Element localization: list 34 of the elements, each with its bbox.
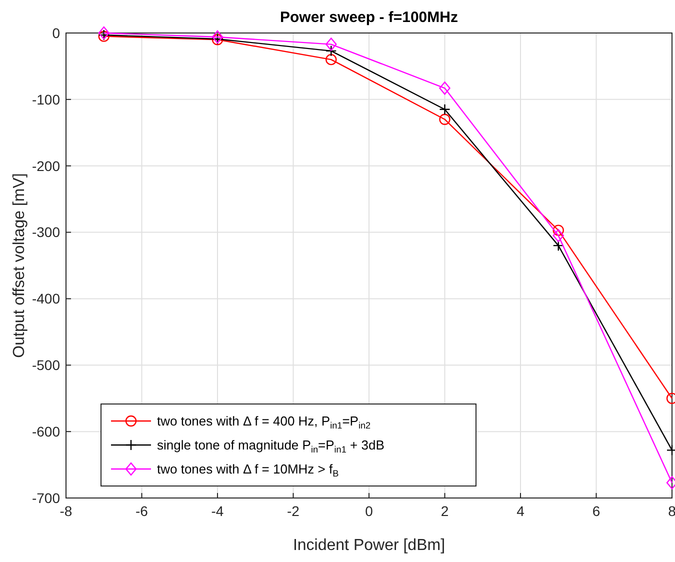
point (439, 114, 450, 125)
x-tick-label: 2 (440, 503, 449, 519)
legend-label: single tone of magnitude P$_{in}$=P$_{in1}$ + 3dB (157, 438, 384, 454)
y-tick-label: -400 (32, 290, 60, 307)
y-tick-label: -700 (32, 490, 60, 506)
point (326, 45, 337, 57)
point (552, 229, 564, 242)
point (212, 30, 224, 44)
chart-title: Power sweep - f=100MHz (280, 9, 458, 26)
y-tick-label: -300 (32, 224, 60, 240)
y-axis-title: Output offset voltage [mV] (11, 173, 28, 358)
x-tick-label: -6 (136, 503, 148, 519)
x-tick-label: 0 (365, 503, 374, 519)
y-tick-label: -600 (32, 423, 60, 440)
legend-label: two tones with Δ f = 10MHz > f$_{B}$ (157, 462, 339, 478)
legend-label: two tones with Δ f = 400 Hz, P$_{in1}$=P$_{in2}$ (157, 414, 371, 430)
point (326, 38, 337, 51)
point (439, 104, 450, 115)
y-tick-label: -200 (32, 158, 60, 174)
point (98, 26, 110, 40)
x-tick-label: 8 (668, 503, 675, 519)
y-tick-label: 0 (52, 24, 60, 41)
y-tick-label: -100 (32, 91, 60, 108)
x-tick-label: 4 (516, 503, 525, 519)
x-tick-label: -2 (287, 503, 300, 519)
point (326, 54, 337, 66)
y-tick-label: -500 (32, 357, 60, 374)
point (439, 82, 450, 95)
point (552, 240, 564, 252)
x-tick-label: 6 (592, 503, 600, 519)
x-tick-label: -4 (211, 503, 224, 519)
x-axis-title: Incident Power [dBm] (292, 537, 446, 554)
x-tick-label: -8 (60, 503, 72, 519)
point (552, 224, 564, 236)
